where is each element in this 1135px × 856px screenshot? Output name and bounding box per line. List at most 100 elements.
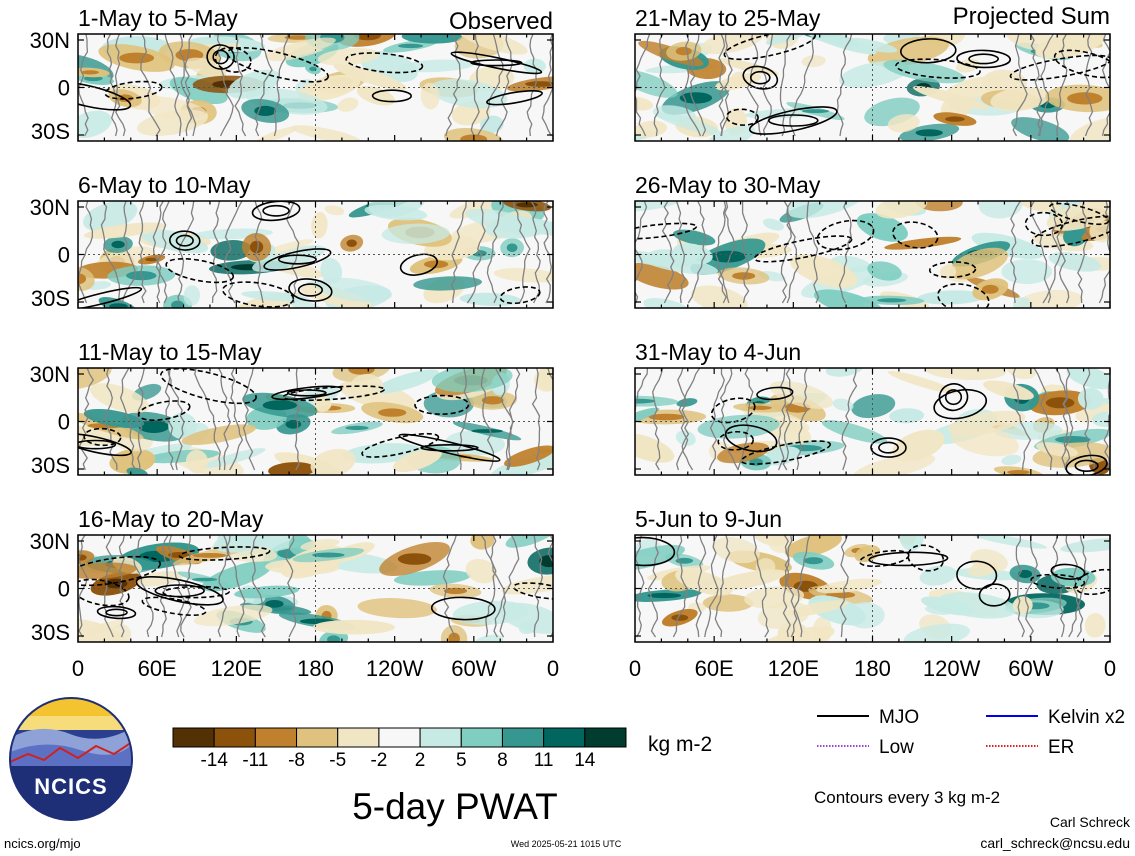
anomaly-patch	[854, 545, 881, 563]
coastline	[167, 535, 186, 638]
coastline	[1061, 368, 1074, 471]
anomaly-patch	[853, 453, 936, 475]
anomaly-patch	[915, 201, 963, 212]
coastline	[118, 535, 125, 638]
coastline	[1029, 201, 1052, 304]
positive-contour	[635, 536, 676, 567]
coastline	[690, 34, 707, 137]
colorbar-swatch	[501, 727, 545, 748]
colorbar-swatch	[254, 727, 298, 748]
coastline	[234, 34, 247, 137]
coastline	[719, 368, 739, 471]
positive-contour	[175, 234, 194, 247]
ncics-logo: NCICS	[9, 697, 133, 821]
anomaly-core	[1007, 470, 1030, 475]
coastline	[78, 368, 95, 471]
coastline	[103, 368, 118, 471]
colorbar-swatch	[172, 727, 215, 748]
anomaly-patch	[851, 394, 896, 419]
coastline	[450, 201, 467, 304]
observed-header: Observed	[449, 8, 553, 35]
anomaly-core	[378, 408, 407, 417]
anomaly-patch	[465, 558, 498, 584]
anomaly-core	[192, 577, 218, 582]
positive-contour	[277, 254, 317, 265]
anomaly-patch	[801, 55, 826, 68]
coastline	[784, 535, 803, 638]
anomaly-core	[732, 272, 756, 280]
anomaly-patch	[241, 291, 307, 302]
anomaly-patch	[480, 115, 504, 134]
coastline	[687, 201, 707, 304]
x-tick-label: 0	[547, 656, 559, 681]
negative-contour	[345, 52, 424, 74]
panel-title: 5-Jun to 9-Jun	[635, 506, 782, 532]
mjo-contours	[635, 202, 1110, 308]
negative-contour	[892, 221, 939, 249]
anomaly-core	[192, 553, 227, 558]
anomaly-patch	[252, 245, 326, 272]
positive-contour	[749, 70, 771, 85]
anomaly-patch	[1063, 225, 1088, 247]
coastline	[136, 368, 145, 471]
anomaly-core	[1067, 92, 1103, 105]
anomaly-patch	[754, 626, 835, 642]
anomaly-core	[915, 129, 943, 137]
anomaly-patch	[652, 105, 697, 123]
footer-timestamp: Wed 2025-05-21 1015 UTC	[511, 839, 622, 849]
colorbar-label: -8	[288, 750, 305, 771]
coastline	[672, 535, 688, 638]
anomaly-patch	[712, 537, 760, 564]
y-tick-label: 30S	[31, 119, 70, 144]
contour-note: Contours every 3 kg m-2	[814, 788, 1000, 807]
coastline	[717, 201, 736, 304]
x-tick-label: 180	[297, 656, 334, 681]
coastline	[1012, 34, 1028, 137]
coastline	[1015, 535, 1026, 638]
anomaly-patch	[744, 586, 805, 609]
y-tick-label: 30S	[31, 620, 70, 645]
y-tick-label: 30N	[30, 195, 70, 220]
coastline	[133, 535, 154, 638]
legend: MJO Kelvin x2 Low ER	[817, 707, 1125, 758]
legend-label: Kelvin x2	[1048, 707, 1125, 728]
negative-contour	[78, 578, 130, 607]
anomaly-core	[647, 592, 682, 599]
coastline	[1024, 535, 1038, 638]
positive-contour	[169, 230, 201, 251]
anomaly-patch	[717, 58, 779, 76]
negative-contour	[1030, 573, 1086, 589]
anomaly-patch	[691, 285, 748, 308]
footer-email: carl_schreck@ncsu.edu	[980, 835, 1130, 851]
map-panel: 5-Jun to 9-Jun 0 60E 120E 180 120W 60W 0	[629, 506, 1116, 681]
negative-contour	[895, 58, 981, 79]
coastline	[293, 368, 300, 471]
coastline	[1084, 34, 1094, 137]
coastline	[635, 368, 649, 413]
anomaly-patch	[234, 585, 300, 599]
coastline	[490, 535, 506, 638]
anomaly-patch	[333, 63, 407, 91]
pwat-anomaly-field	[78, 368, 553, 475]
colorbar-label: 14	[574, 750, 596, 771]
anomaly-patch	[950, 426, 1019, 457]
coastline	[78, 34, 89, 137]
anomaly-core	[111, 240, 125, 249]
negative-contour	[361, 432, 440, 458]
anomaly-patch	[752, 535, 788, 546]
y-tick-label: 0	[58, 577, 70, 602]
positive-contour	[938, 383, 969, 412]
anomaly-patch	[324, 205, 345, 216]
coastline	[1029, 34, 1043, 137]
panel-title: 16-May to 20-May	[78, 506, 264, 532]
coastline	[704, 535, 719, 638]
coastline	[211, 201, 221, 304]
positive-contour	[756, 386, 794, 401]
positive-contour	[262, 204, 290, 217]
anomaly-core	[747, 405, 772, 410]
anomaly-patch	[490, 451, 553, 475]
coastlines	[635, 368, 1110, 471]
anomaly-patch	[936, 592, 1017, 619]
y-tick-label: 30N	[30, 529, 70, 554]
coastline	[121, 201, 137, 304]
